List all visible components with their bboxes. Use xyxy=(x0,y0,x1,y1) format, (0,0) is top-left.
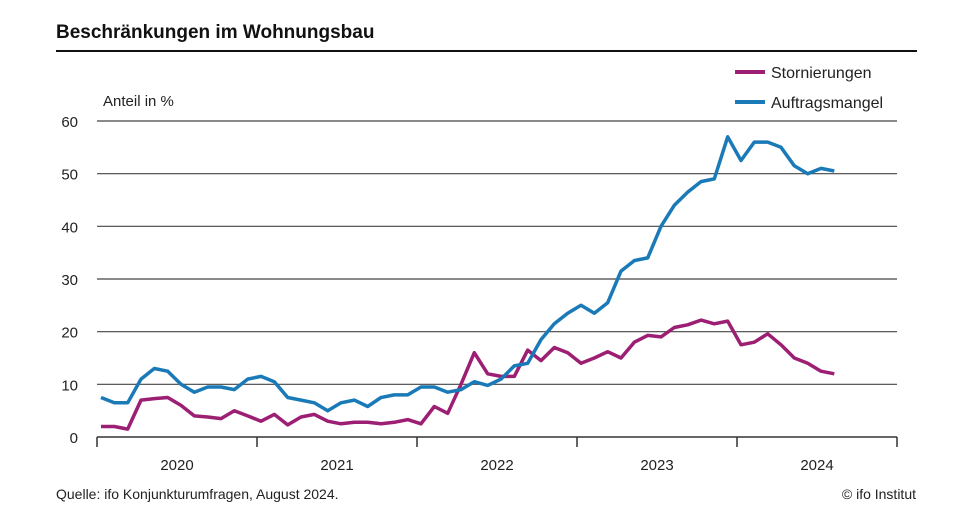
y-tick-label: 60 xyxy=(61,114,78,131)
legend-label: Auftragsmangel xyxy=(771,95,883,112)
x-tick-label: 2021 xyxy=(320,457,353,474)
y-tick-label: 30 xyxy=(61,272,78,289)
legend-label: Stornierungen xyxy=(771,65,872,82)
source-note: Quelle: ifo Konjunkturumfragen, August 2… xyxy=(56,486,339,502)
x-tick-label: 2023 xyxy=(640,457,673,474)
y-tick-label: 40 xyxy=(61,219,78,236)
y-tick-label: 20 xyxy=(61,325,78,342)
y-tick-label: 50 xyxy=(61,167,78,184)
x-tick-label: 2020 xyxy=(160,457,193,474)
x-tick-label: 2024 xyxy=(800,457,833,474)
y-tick-label: 10 xyxy=(61,377,78,394)
copyright: © ifo Institut xyxy=(841,486,916,502)
chart-title: Beschränkungen im Wohnungsbau xyxy=(56,22,375,43)
y-tick-label: 0 xyxy=(70,430,78,447)
series-line-stornierungen xyxy=(101,318,835,431)
x-tick-label: 2022 xyxy=(480,457,513,474)
series-line-auftragsmangel xyxy=(100,135,835,413)
y-axis-label: Anteil in % xyxy=(103,93,174,110)
title-divider xyxy=(56,50,917,52)
